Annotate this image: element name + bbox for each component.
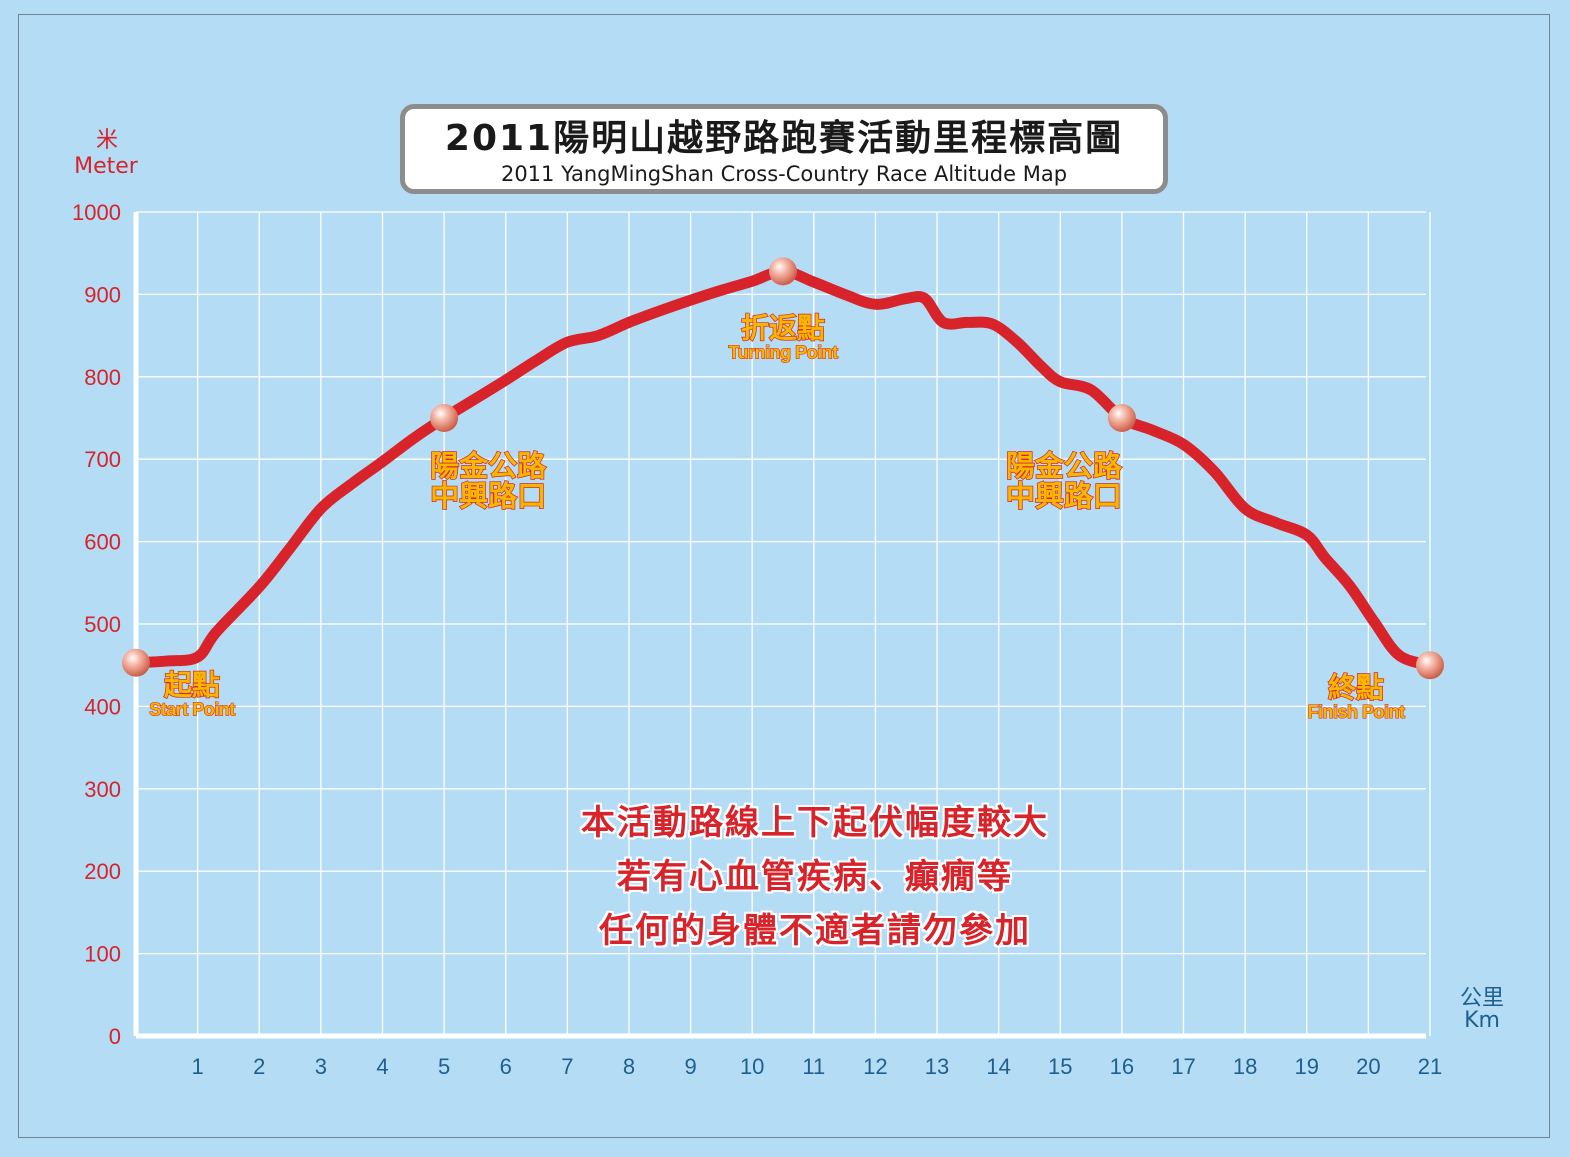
x-tick-label: 18 [1233, 1054, 1257, 1079]
y-tick-label: 800 [84, 365, 121, 390]
y-tick-label: 400 [84, 694, 121, 719]
altitude-line-layer [130, 265, 1436, 671]
markers [122, 257, 1444, 680]
y-tick-label: 700 [84, 447, 121, 472]
y-tick-label: 300 [84, 777, 121, 802]
y-tick-label: 900 [84, 282, 121, 307]
x-tick-label: 21 [1418, 1054, 1442, 1079]
x-tick-label: 20 [1356, 1054, 1380, 1079]
poi-label-en: Turning Point [728, 342, 838, 362]
chart-title-zh: 2011陽明山越野路跑賽活動里程標高圖 [444, 118, 1124, 159]
x-tick-label: 5 [438, 1054, 450, 1079]
y-axis-label-en: Meter [74, 154, 138, 179]
title-box: 2011陽明山越野路跑賽活動里程標高圖 2011 YangMingShan Cr… [400, 104, 1168, 194]
poi-marker [769, 257, 797, 286]
y-tick-label: 0 [109, 1024, 121, 1049]
poi-marker [1107, 404, 1136, 432]
poi-label-en: Start Point [149, 700, 235, 720]
note-line-2: 若有心血管疾病、癲癇等 [617, 857, 1013, 897]
poi-label-zh: 中興路口 [1006, 479, 1122, 513]
note-line-1: 本活動路線上下起伏幅度較大 [581, 803, 1049, 843]
x-tick-label: 8 [623, 1054, 635, 1079]
x-tick-label: 14 [986, 1054, 1010, 1079]
y-tick-label: 200 [84, 859, 121, 884]
warning-notes: 本活動路線上下起伏幅度較大 若有心血管疾病、癲癇等 任何的身體不適者請勿參加 [480, 796, 1150, 958]
poi-marker [430, 404, 459, 432]
y-tick-label: 100 [84, 942, 121, 967]
y-axis-label-zh: 米 [95, 128, 118, 153]
outer-frame [18, 14, 1550, 1138]
altitude-line [130, 265, 1436, 671]
y-tick-label: 1000 [72, 200, 121, 225]
x-tick-label: 6 [500, 1054, 512, 1079]
x-axis-label-zh: 公里 [1459, 986, 1504, 1011]
x-tick-label: 9 [684, 1054, 696, 1079]
poi-label-zh: 陽金公路 [430, 449, 547, 483]
y-tick-label: 500 [84, 612, 121, 637]
note-line-3: 任何的身體不適者請勿參加 [599, 911, 1031, 951]
x-tick-label: 7 [561, 1054, 573, 1079]
poi-marker [1416, 651, 1444, 680]
x-tick-label: 19 [1295, 1054, 1319, 1079]
x-tick-label: 17 [1171, 1054, 1195, 1079]
poi-label-zh: 中興路口 [430, 479, 546, 513]
poi-label-zh: 折返點 [741, 311, 825, 344]
poi-label-zh: 陽金公路 [1006, 449, 1123, 483]
x-tick-label: 4 [376, 1054, 388, 1079]
poi-marker [122, 648, 150, 677]
poi-label-en: Finish Point [1308, 702, 1405, 722]
x-tick-label: 2 [253, 1054, 265, 1079]
x-tick-label: 12 [863, 1054, 887, 1079]
x-tick-label: 16 [1110, 1054, 1134, 1079]
x-tick-label: 10 [740, 1054, 764, 1079]
x-tick-label: 15 [1048, 1054, 1072, 1079]
x-tick-label: 13 [925, 1054, 949, 1079]
x-tick-label: 1 [191, 1054, 203, 1079]
x-tick-label: 3 [315, 1054, 327, 1079]
chart-title-en: 2011 YangMingShan Cross-Country Race Alt… [500, 162, 1068, 186]
grid [133, 211, 1431, 1039]
y-tick-label: 600 [84, 530, 121, 555]
x-axis-label-en: Km [1464, 1008, 1500, 1033]
x-tick-label: 11 [802, 1054, 825, 1079]
poi-label-zh: 起點 [164, 669, 220, 702]
poi-label-zh: 終點 [1328, 671, 1384, 704]
